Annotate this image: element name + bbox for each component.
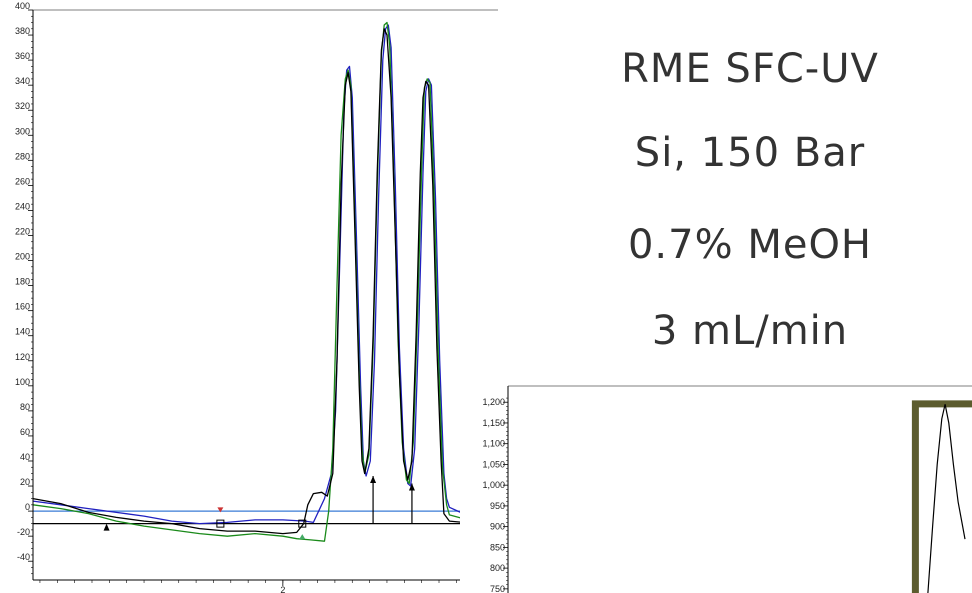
inset-y-tick-label-1,150: 1,150 bbox=[482, 418, 505, 428]
y-tick-label-180: 180 bbox=[15, 277, 30, 287]
y-tick-label-40: 40 bbox=[20, 452, 30, 462]
inset-y-tick-label-1,000: 1,000 bbox=[482, 480, 505, 490]
y-tick-label-100: 100 bbox=[15, 377, 30, 387]
y-tick-label-220: 220 bbox=[15, 226, 30, 236]
inset-series-line-0 bbox=[927, 404, 966, 593]
y-tick-label-400: 400 bbox=[15, 1, 30, 11]
y-tick-label-340: 340 bbox=[15, 76, 30, 86]
y-tick-label-260: 260 bbox=[15, 176, 30, 186]
x-tick-label-2: 2 bbox=[280, 585, 285, 593]
inset-y-tick-label-1,100: 1,100 bbox=[482, 439, 505, 449]
marker-square-3 bbox=[298, 519, 307, 528]
series-line-1 bbox=[32, 21, 499, 542]
y-tick-label-360: 360 bbox=[15, 51, 30, 61]
y-tick-label-300: 300 bbox=[15, 126, 30, 136]
y-tick-label--40: -40 bbox=[17, 552, 30, 562]
inset-y-tick-label-850: 850 bbox=[490, 542, 505, 552]
inset-y-tick-label-1,200: 1,200 bbox=[482, 397, 505, 407]
y-tick-label-20: 20 bbox=[20, 477, 30, 487]
inset-y-tick-label-800: 800 bbox=[490, 563, 505, 573]
caption-title: RME SFC-UV bbox=[621, 46, 879, 92]
marker-arrow-head-6 bbox=[408, 483, 415, 491]
marker-square-1 bbox=[216, 519, 225, 528]
y-tick-label-240: 240 bbox=[15, 201, 30, 211]
y-tick-label-160: 160 bbox=[15, 302, 30, 312]
y-tick-label-120: 120 bbox=[15, 352, 30, 362]
caption-flow-rate: 3 mL/min bbox=[651, 308, 849, 354]
marker-triangle-up-4 bbox=[299, 534, 306, 540]
y-tick-label-380: 380 bbox=[15, 26, 30, 36]
inset-y-tick-label-1,050: 1,050 bbox=[482, 459, 505, 469]
inset-y-tick-label-900: 900 bbox=[490, 522, 505, 532]
y-tick-label--20: -20 bbox=[17, 527, 30, 537]
series-line-2 bbox=[32, 28, 498, 535]
inset-background bbox=[460, 382, 972, 593]
y-tick-label-60: 60 bbox=[20, 427, 30, 437]
inset-y-tick-label-950: 950 bbox=[490, 501, 505, 511]
y-tick-label-280: 280 bbox=[15, 151, 30, 161]
caption-column: Si, 150 Bar bbox=[634, 130, 866, 176]
marker-triangle-down-2 bbox=[217, 507, 224, 513]
y-tick-label-320: 320 bbox=[15, 101, 30, 111]
marker-arrow-head-5 bbox=[370, 476, 377, 484]
caption-modifier: 0.7% MeOH bbox=[627, 222, 873, 268]
series-line-0 bbox=[32, 24, 499, 525]
marker-arrow-head-0 bbox=[103, 523, 110, 531]
y-tick-label-0: 0 bbox=[25, 502, 30, 512]
inset-chromatogram: 1,200 1,150 1,100 1,050 1,000 950 900 850 800 750 bbox=[460, 382, 972, 593]
y-tick-label-80: 80 bbox=[20, 402, 30, 412]
inset-peak-frame bbox=[911, 400, 972, 593]
y-tick-label-200: 200 bbox=[15, 252, 30, 262]
y-tick-label-140: 140 bbox=[15, 327, 30, 337]
inset-y-tick-label-750: 750 bbox=[490, 584, 505, 593]
